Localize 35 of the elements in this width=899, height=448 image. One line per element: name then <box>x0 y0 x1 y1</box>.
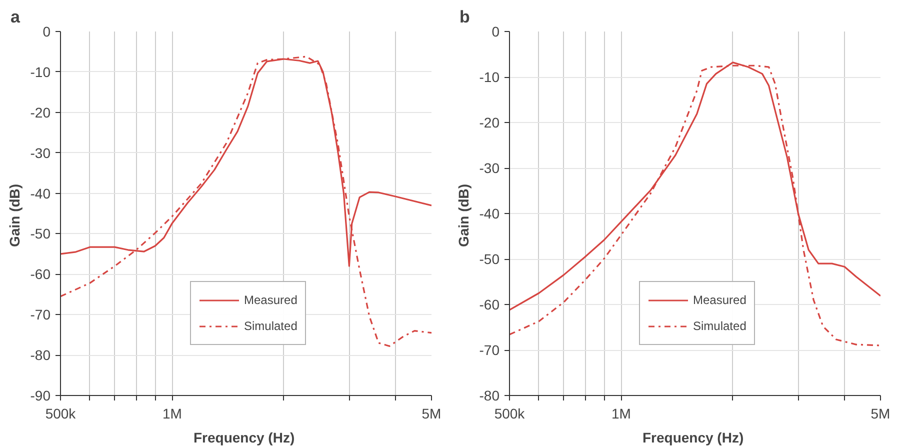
y-tick-label: -80 <box>30 347 51 364</box>
x-tick-label: 1M <box>611 406 631 422</box>
y-tick-label: -30 <box>30 144 51 161</box>
x-tick-label: 5M <box>422 406 442 422</box>
x-tick-label: 500k <box>45 406 77 422</box>
x-tick-label: 1M <box>162 406 182 422</box>
y-tick-label: -60 <box>30 266 51 282</box>
chart-title: a <box>10 8 20 26</box>
legend-label: Simulated <box>244 319 298 333</box>
x-axis-title: Frequency (Hz) <box>193 430 295 446</box>
y-tick-label: 0 <box>492 24 500 40</box>
y-tick-label: -40 <box>30 185 51 202</box>
y-tick-label: -50 <box>479 251 500 267</box>
y-tick-label: -10 <box>479 69 500 85</box>
chart-title: b <box>460 8 470 26</box>
y-tick-label: -10 <box>30 64 51 80</box>
legend-label: Simulated <box>693 319 746 333</box>
x-axis-title: Frequency (Hz) <box>642 430 744 446</box>
legend-label: Measured <box>693 293 746 307</box>
y-tick-label: -30 <box>479 160 500 176</box>
y-tick-label: -20 <box>479 114 500 130</box>
y-tick-label: -50 <box>30 226 51 242</box>
y-axis-title: Gain (dB) <box>455 184 472 247</box>
y-tick-label: 0 <box>42 24 51 40</box>
x-tick-label: 5M <box>870 406 890 422</box>
y-tick-label: -70 <box>30 306 51 323</box>
y-tick-label: -70 <box>479 342 500 358</box>
y-tick-label: -40 <box>479 206 500 222</box>
y-tick-label: -90 <box>30 388 51 404</box>
legend-label: Measured <box>244 293 298 307</box>
y-tick-label: -80 <box>479 388 500 404</box>
y-tick-label: -60 <box>479 296 500 312</box>
x-tick-label: 500k <box>494 406 526 422</box>
y-axis-title: Gain (dB) <box>6 184 22 247</box>
y-tick-label: -20 <box>30 104 51 120</box>
